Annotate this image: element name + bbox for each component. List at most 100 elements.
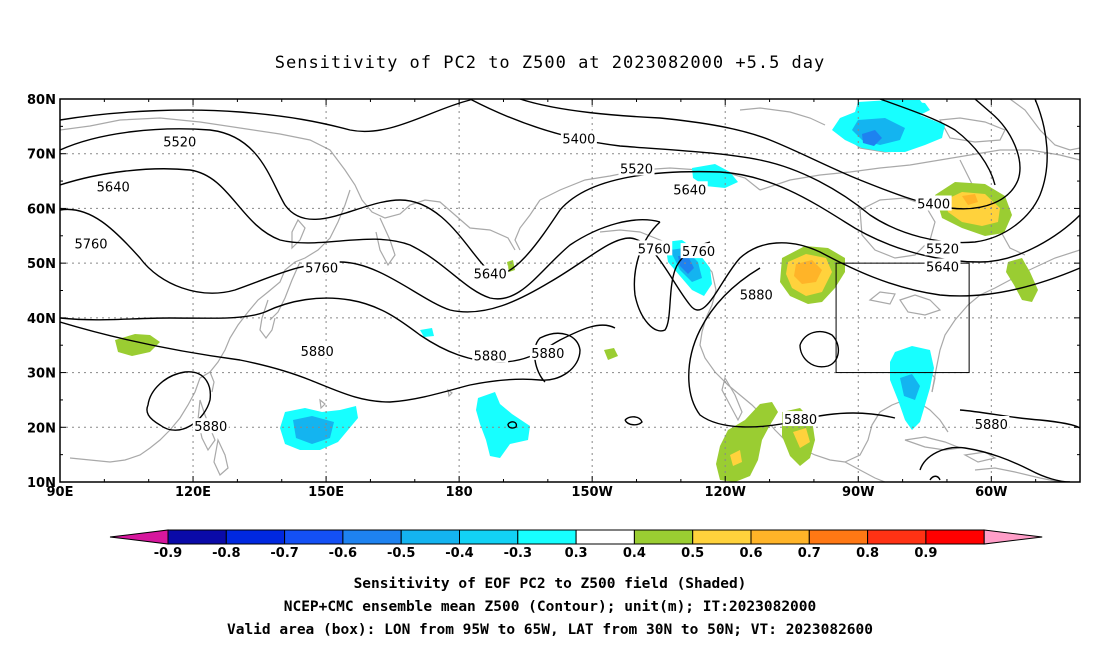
colorbar-segment <box>808 529 869 545</box>
contour-label: 5640 <box>474 268 507 283</box>
contour-label: 5880 <box>474 350 507 365</box>
colorbar-label: 0.8 <box>856 546 879 561</box>
contour-label: 5760 <box>682 245 715 260</box>
contour-label: 5640 <box>97 181 130 196</box>
colorbar-left-triangle <box>109 529 169 545</box>
contour-5400 <box>519 99 1021 210</box>
lat-label: 20N <box>27 421 56 436</box>
contour-label-bg <box>303 259 340 275</box>
contour-label-bg <box>192 418 229 434</box>
shade-us-orange <box>794 260 822 284</box>
contour-label-bg <box>95 178 132 194</box>
footer-line-3: Valid area (box): LON from 95W to 65W, L… <box>227 622 873 638</box>
colorbar-segment <box>925 529 985 545</box>
contour-label-bg <box>782 411 819 427</box>
contour-label: 5760 <box>305 262 338 277</box>
contour-labels: 5520 5400 5520 5640 5640 5400 5760 5760 5760 5520… <box>73 130 1010 435</box>
contour-5880f <box>959 409 1080 429</box>
colorbar-segment <box>284 529 344 545</box>
lon-label: 90E <box>47 485 74 500</box>
contour-label-bg <box>299 343 336 359</box>
colorbar-segment <box>692 529 752 545</box>
footer-line-1: Sensitivity of EOF PC2 to Z500 field (Sh… <box>354 576 747 592</box>
lon-label: 120E <box>175 485 211 500</box>
contour-5880d <box>688 267 896 428</box>
contour-5880e <box>799 330 839 368</box>
colorbar-segment <box>575 529 635 545</box>
contour-5520b <box>469 99 1048 244</box>
colorbar-label: 0.4 <box>623 546 646 561</box>
lat-label: 80N <box>27 93 56 108</box>
contour-5880g <box>919 446 1071 482</box>
contour-label: 5400 <box>917 198 950 213</box>
valid-area-box <box>835 262 970 374</box>
shade-ne-green <box>1006 258 1038 302</box>
contour-label-bg <box>73 235 110 251</box>
lat-label: 60N <box>27 202 56 217</box>
contour-5880b <box>60 321 581 403</box>
lat-label: 30N <box>27 367 56 382</box>
contour-label: 5880 <box>740 288 773 303</box>
colorbar-label: -0.7 <box>270 546 298 561</box>
shade-hawaii-cyan <box>476 392 530 458</box>
lon-label: 180 <box>446 485 473 500</box>
colorbar-segment <box>867 529 927 545</box>
shade-wpac-sky <box>293 416 334 444</box>
latitude-labels: 80N 70N 60N 50N 40N 30N 20N 10N <box>27 93 56 491</box>
lat-label: 40N <box>27 312 56 327</box>
contour-label: 5640 <box>926 260 959 275</box>
colorbar-segment <box>517 529 577 545</box>
contour-5760b <box>633 221 711 332</box>
contour-label: 5760 <box>74 237 107 252</box>
lat-label: 10N <box>27 476 56 491</box>
colorbar-label: 0.7 <box>798 546 821 561</box>
contour-small-ring3 <box>929 475 941 481</box>
contour-label: 5880 <box>531 347 564 362</box>
contour-label: 5520 <box>620 162 653 177</box>
lon-label: 90W <box>842 485 874 500</box>
contour-label: 5880 <box>301 345 334 360</box>
colorbar-segment <box>167 529 227 545</box>
contour-label: 5640 <box>673 183 706 198</box>
contour-5880c <box>146 371 212 431</box>
colorbar-label: -0.8 <box>212 546 240 561</box>
shade-small-cyan <box>420 328 434 337</box>
contour-label: 5520 <box>163 136 196 151</box>
colorbar-segment <box>225 529 286 545</box>
lon-label: 150E <box>308 485 344 500</box>
contour-label-bg <box>472 347 509 363</box>
contour-label: 5760 <box>638 242 671 257</box>
contour-label: 5880 <box>784 413 817 428</box>
contour-label-bg <box>924 240 961 256</box>
contour-small-ring <box>624 416 643 426</box>
colorbar-label: 0.6 <box>739 546 762 561</box>
contour-label-bg <box>973 416 1010 432</box>
contour-5520 <box>60 99 471 132</box>
figure-title: Sensitivity of PC2 to Z500 at 2023082000… <box>275 53 826 73</box>
contour-5640b <box>60 168 661 300</box>
contour-label-bg <box>618 160 655 176</box>
contour-label-bg <box>560 130 597 146</box>
contour-label-bg <box>671 181 708 197</box>
colorbar-segment <box>459 529 519 545</box>
contour-label-bg <box>472 265 509 281</box>
shade-gulf-sky <box>900 374 920 400</box>
shade-mexico-green <box>716 402 778 482</box>
contour-5640 <box>60 128 1080 275</box>
contour-small-ring2 <box>507 421 518 429</box>
lon-label: 120W <box>704 485 745 500</box>
shade-mexico2-yellow <box>793 428 810 448</box>
lat-label: 50N <box>27 257 56 272</box>
shade-arctic-small <box>885 100 925 108</box>
colorbar-segment <box>633 529 694 545</box>
colorbar: -0.9 -0.8 -0.7 -0.6 -0.5 -0.4 -0.3 0.3 0.4 0.5 0.6… <box>109 529 1043 561</box>
colorbar-label: -0.4 <box>445 546 473 561</box>
colorbar-label: -0.5 <box>387 546 415 561</box>
contour-label: 5880 <box>194 420 227 435</box>
contour-5760 <box>60 208 1080 313</box>
shade-pnw-blue <box>678 256 694 274</box>
footer-line-2: NCEP+CMC ensemble mean Z500 (Contour); u… <box>284 599 817 615</box>
colorbar-label: 0.3 <box>565 546 588 561</box>
contour-5400b <box>879 99 996 186</box>
